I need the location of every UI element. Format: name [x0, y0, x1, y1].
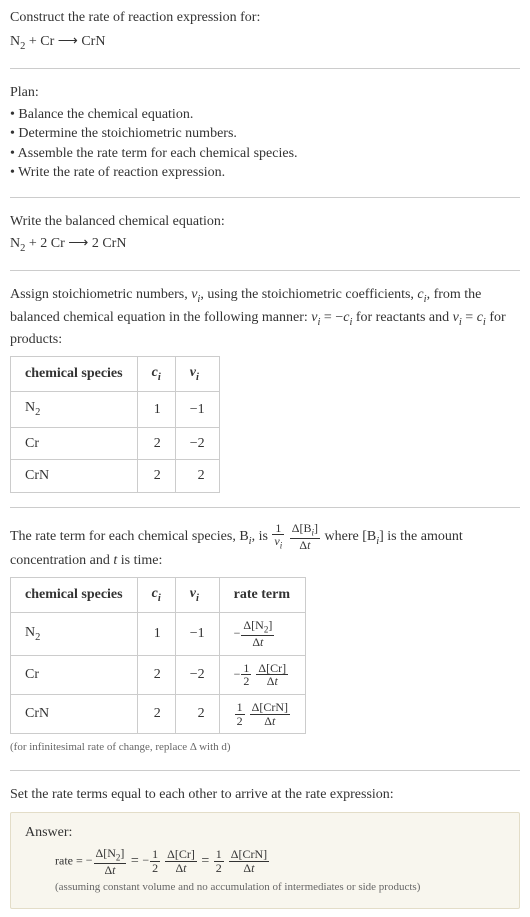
nu-cell: −1: [175, 392, 219, 427]
frac-den: νi: [272, 535, 284, 551]
table-row: CrN 2 2: [11, 460, 220, 493]
plan-item: Assemble the rate term for each chemical…: [10, 144, 520, 164]
col-header: νi: [175, 577, 219, 612]
nu-cell: 2: [175, 460, 219, 493]
balanced-heading: Write the balanced chemical equation:: [10, 212, 520, 232]
rateterm-frac-1: 1 νi: [272, 522, 284, 551]
col-header: νi: [175, 356, 219, 391]
c-cell: 2: [137, 460, 175, 493]
divider: [10, 68, 520, 69]
answer-note: (assuming constant volume and no accumul…: [55, 880, 505, 895]
answer-box: Answer: rate = −Δ[N2]Δt = −12 Δ[Cr]Δt = …: [10, 812, 520, 908]
c-cell: 2: [137, 427, 175, 460]
nu-cell: 2: [175, 694, 219, 733]
table-row: Cr 2 −2 −12 Δ[Cr]Δt: [11, 655, 306, 694]
nu-cell: −2: [175, 427, 219, 460]
table-row: Cr 2 −2: [11, 427, 220, 460]
prompt-text: Construct the rate of reaction expressio…: [10, 8, 520, 28]
rateterm-frac-2: Δ[Bi] Δt: [290, 522, 320, 551]
stoich-table-2: chemical species ci νi rate term N2 1 −1…: [10, 577, 306, 734]
c-cell: 2: [137, 655, 175, 694]
species-cell: Cr: [11, 655, 138, 694]
col-header: ci: [137, 356, 175, 391]
frac-den: Δt: [290, 539, 320, 552]
plan-item: Determine the stoichiometric numbers.: [10, 124, 520, 144]
final-heading: Set the rate terms equal to each other t…: [10, 785, 520, 805]
frac-num: Δ[Bi]: [290, 522, 320, 539]
species-cell: N2: [11, 392, 138, 427]
table-header-row: chemical species ci νi: [11, 356, 220, 391]
c-cell: 2: [137, 694, 175, 733]
rate-cell: 12 Δ[CrN]Δt: [219, 694, 305, 733]
plan-list: Balance the chemical equation. Determine…: [10, 105, 520, 183]
species-cell: N2: [11, 613, 138, 655]
col-header: rate term: [219, 577, 305, 612]
answer-label: Answer:: [25, 823, 505, 843]
table-header-row: chemical species ci νi rate term: [11, 577, 306, 612]
nu-cell: −1: [175, 613, 219, 655]
nu-cell: −2: [175, 655, 219, 694]
balanced-equation: N2 + 2 Cr ⟶ 2 CrN: [10, 234, 520, 256]
plan-section: Plan: Balance the chemical equation. Det…: [10, 83, 520, 183]
plan-heading: Plan:: [10, 83, 520, 103]
divider: [10, 197, 520, 198]
plan-item: Balance the chemical equation.: [10, 105, 520, 125]
species-cell: Cr: [11, 427, 138, 460]
divider: [10, 507, 520, 508]
species-cell: CrN: [11, 460, 138, 493]
col-header: ci: [137, 577, 175, 612]
col-header: chemical species: [11, 356, 138, 391]
rate-cell: −12 Δ[Cr]Δt: [219, 655, 305, 694]
species-cell: CrN: [11, 694, 138, 733]
unbalanced-equation: N2 + Cr ⟶ CrN: [10, 32, 520, 54]
frac-num: 1: [272, 522, 284, 536]
table-row: N2 1 −1: [11, 392, 220, 427]
plan-item: Write the rate of reaction expression.: [10, 163, 520, 183]
c-cell: 1: [137, 392, 175, 427]
col-header: chemical species: [11, 577, 138, 612]
rateterm-text: The rate term for each chemical species,…: [10, 522, 520, 571]
c-cell: 1: [137, 613, 175, 655]
assign-text: Assign stoichiometric numbers, νi, using…: [10, 285, 520, 350]
stoich-table-1: chemical species ci νi N2 1 −1 Cr 2 −2 C…: [10, 356, 220, 493]
table-row: N2 1 −1 −Δ[N2]Δt: [11, 613, 306, 655]
divider: [10, 770, 520, 771]
answer-expression: rate = −Δ[N2]Δt = −12 Δ[Cr]Δt = 12 Δ[CrN…: [55, 847, 505, 876]
rate-cell: −Δ[N2]Δt: [219, 613, 305, 655]
rateterm-before: The rate term for each chemical species,…: [10, 529, 271, 544]
table2-footnote: (for infinitesimal rate of change, repla…: [10, 740, 520, 755]
divider: [10, 270, 520, 271]
table-row: CrN 2 2 12 Δ[CrN]Δt: [11, 694, 306, 733]
